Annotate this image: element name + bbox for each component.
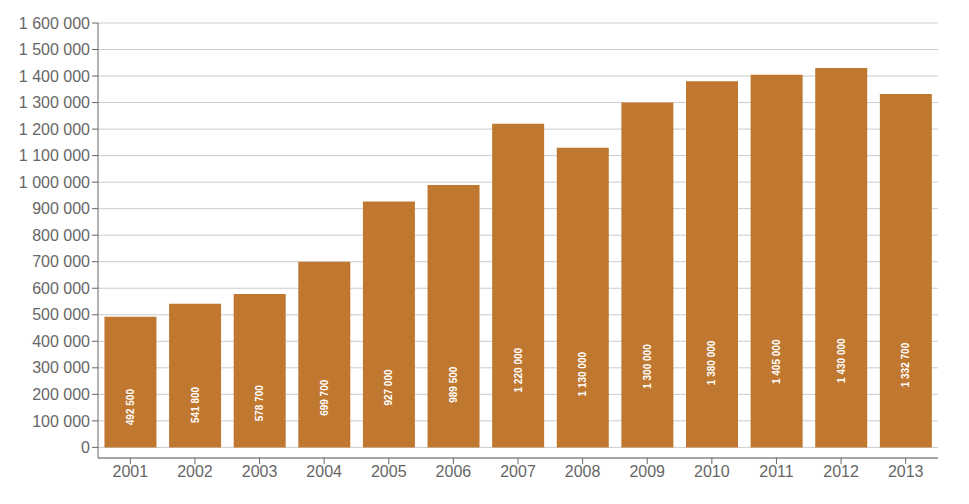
svg-text:1 332 700: 1 332 700 (900, 342, 911, 387)
svg-text:400 000: 400 000 (32, 333, 90, 350)
svg-text:2008: 2008 (565, 463, 601, 480)
svg-text:1 405 000: 1 405 000 (771, 339, 782, 384)
svg-text:600 000: 600 000 (32, 280, 90, 297)
svg-text:492 500: 492 500 (125, 389, 136, 426)
svg-text:2003: 2003 (242, 463, 278, 480)
svg-text:699 700: 699 700 (319, 379, 330, 416)
svg-text:1 100 000: 1 100 000 (19, 147, 90, 164)
svg-text:2002: 2002 (177, 463, 213, 480)
svg-text:1 300 000: 1 300 000 (19, 94, 90, 111)
svg-text:989 500: 989 500 (448, 366, 459, 403)
svg-text:1 220 000: 1 220 000 (513, 347, 524, 392)
svg-text:700 000: 700 000 (32, 253, 90, 270)
svg-text:300 000: 300 000 (32, 359, 90, 376)
svg-text:1 500 000: 1 500 000 (19, 41, 90, 58)
svg-text:500 000: 500 000 (32, 306, 90, 323)
svg-text:2011: 2011 (759, 463, 794, 480)
svg-text:900 000: 900 000 (32, 200, 90, 217)
svg-text:2013: 2013 (888, 463, 924, 480)
svg-text:2009: 2009 (629, 463, 665, 480)
svg-text:0: 0 (81, 439, 90, 456)
svg-text:1 200 000: 1 200 000 (19, 121, 90, 138)
svg-text:1 400 000: 1 400 000 (19, 68, 90, 85)
svg-text:1 300 000: 1 300 000 (642, 344, 653, 389)
svg-text:578 700: 578 700 (254, 385, 265, 422)
svg-text:100 000: 100 000 (32, 413, 90, 430)
svg-text:1 000 000: 1 000 000 (19, 174, 90, 191)
svg-text:200 000: 200 000 (32, 386, 90, 403)
svg-text:1 600 000: 1 600 000 (19, 15, 90, 32)
svg-text:2001: 2001 (113, 463, 149, 480)
svg-text:2010: 2010 (694, 463, 730, 480)
svg-text:800 000: 800 000 (32, 227, 90, 244)
svg-text:1 430 000: 1 430 000 (836, 338, 847, 383)
svg-text:2007: 2007 (500, 463, 536, 480)
svg-text:2004: 2004 (306, 463, 342, 480)
svg-text:1 380 000: 1 380 000 (707, 340, 718, 385)
svg-text:2006: 2006 (436, 463, 472, 480)
svg-text:2012: 2012 (823, 463, 859, 480)
svg-text:541 800: 541 800 (190, 386, 201, 423)
svg-text:1 130 000: 1 130 000 (577, 352, 588, 397)
svg-text:927 000: 927 000 (383, 369, 394, 406)
svg-text:2005: 2005 (371, 463, 407, 480)
